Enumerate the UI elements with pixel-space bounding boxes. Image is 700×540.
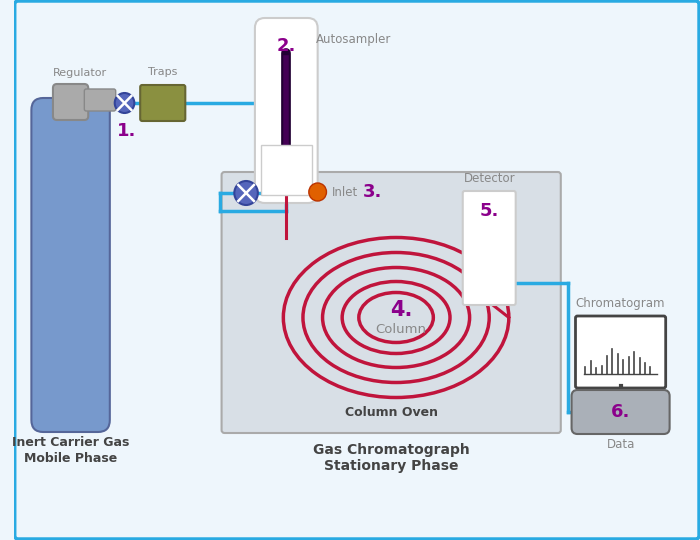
FancyBboxPatch shape: [261, 145, 312, 195]
Text: 4.: 4.: [390, 300, 412, 320]
Text: 3.: 3.: [363, 183, 382, 201]
Text: 6.: 6.: [611, 403, 630, 421]
FancyBboxPatch shape: [32, 98, 110, 432]
Circle shape: [309, 183, 326, 201]
Text: Traps: Traps: [148, 67, 177, 77]
FancyBboxPatch shape: [575, 316, 666, 388]
Text: Column: Column: [375, 323, 426, 336]
Text: Inert Carrier Gas: Inert Carrier Gas: [12, 435, 130, 449]
Text: 5.: 5.: [480, 202, 499, 220]
FancyBboxPatch shape: [463, 191, 516, 305]
FancyBboxPatch shape: [222, 172, 561, 433]
Text: Detector: Detector: [463, 172, 515, 185]
Circle shape: [115, 93, 134, 113]
FancyBboxPatch shape: [572, 390, 670, 434]
Text: Column Oven: Column Oven: [344, 406, 438, 419]
Text: Gas Chromatograph: Gas Chromatograph: [313, 443, 470, 457]
Text: Data: Data: [606, 437, 635, 450]
FancyBboxPatch shape: [255, 18, 318, 203]
Text: Chromatogram: Chromatogram: [576, 296, 665, 309]
Text: Stationary Phase: Stationary Phase: [324, 459, 458, 473]
Text: Autosampler: Autosampler: [316, 33, 391, 46]
Text: 2.: 2.: [276, 37, 296, 55]
Text: 1.: 1.: [117, 122, 136, 140]
Circle shape: [234, 181, 258, 205]
Text: Inlet: Inlet: [331, 186, 358, 199]
Text: Regulator: Regulator: [53, 68, 108, 78]
FancyBboxPatch shape: [84, 89, 116, 111]
Text: Mobile Phase: Mobile Phase: [24, 451, 117, 464]
FancyBboxPatch shape: [15, 1, 699, 539]
FancyBboxPatch shape: [140, 85, 186, 121]
FancyBboxPatch shape: [53, 84, 88, 120]
